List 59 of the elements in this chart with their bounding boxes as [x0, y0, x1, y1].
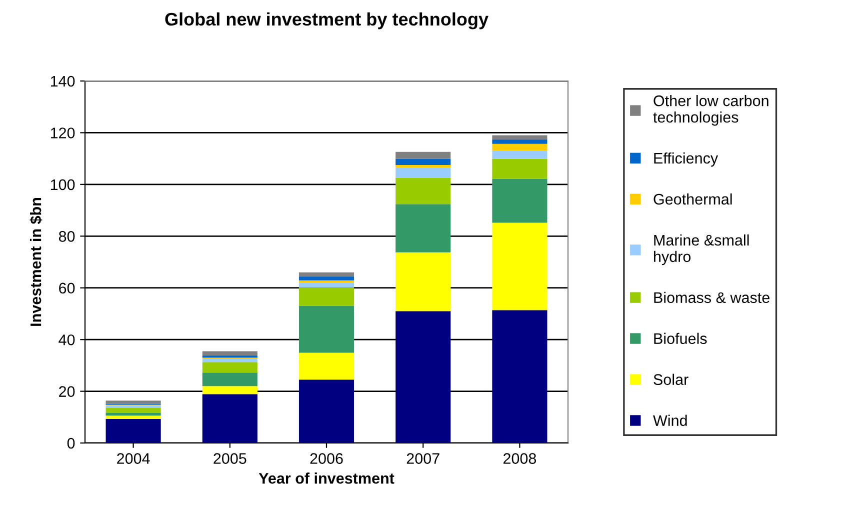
bar: [396, 158, 451, 166]
bar: [106, 400, 161, 404]
y-tick-label: 40: [58, 334, 75, 346]
x-tick-label: 2007: [406, 453, 440, 464]
legend-label: Efficiency: [654, 152, 718, 167]
y-axis-title: Investment in $bn: [30, 198, 42, 326]
bar: [202, 351, 258, 356]
legend-label: Other low carbon technologies: [653, 95, 768, 126]
bar: [298, 276, 354, 280]
bar: [492, 222, 548, 310]
x-tick-label: 2006: [310, 453, 343, 464]
bar: [396, 252, 451, 312]
chart-title: Global new investment by technology: [165, 12, 488, 30]
bar: [298, 352, 354, 380]
legend-label: Biomass & waste: [654, 292, 770, 304]
bar: [396, 204, 451, 252]
bar: [492, 310, 548, 443]
x-tick-label: 2005: [214, 453, 246, 464]
bar: [396, 165, 451, 168]
bar: [492, 150, 548, 159]
bar: [298, 272, 354, 276]
x-axis-title: Year of investment: [258, 472, 394, 484]
bar: [298, 306, 354, 353]
bar: [106, 418, 161, 443]
y-tick-label: 60: [59, 282, 75, 294]
bar: [106, 416, 161, 419]
y-tick-label: 0: [67, 438, 75, 449]
bar: [492, 178, 548, 223]
legend-label: Solar: [654, 374, 688, 385]
bar: [298, 282, 354, 288]
bar: [202, 394, 258, 443]
bar: [202, 372, 258, 386]
bar: [202, 362, 258, 373]
legend-label: Wind: [653, 414, 687, 426]
bar: [298, 287, 354, 306]
bar: [106, 408, 161, 414]
bar: [396, 152, 451, 159]
x-tick-label: 2008: [503, 453, 536, 464]
bar: [492, 144, 548, 151]
bar: [492, 139, 548, 144]
legend-label: Marine &small hydro: [654, 234, 749, 266]
bar: [396, 311, 451, 443]
y-tick-label: 120: [50, 128, 75, 138]
bar: [396, 178, 451, 204]
bar: [492, 135, 548, 140]
bar: [298, 380, 354, 443]
y-tick-label: 100: [50, 179, 75, 190]
y-tick-label: 80: [58, 231, 75, 242]
legend-label: Geothermal: [654, 193, 732, 205]
bar: [492, 158, 548, 179]
bar: [202, 386, 258, 394]
y-tick-label: 20: [59, 386, 75, 397]
bar: [396, 168, 451, 178]
legend-label: Biofuels: [654, 332, 707, 344]
x-tick-label: 2004: [117, 453, 150, 464]
bar: [106, 405, 161, 408]
y-tick-label: 140: [50, 76, 75, 87]
bar: [202, 358, 258, 362]
bar: [106, 413, 161, 416]
